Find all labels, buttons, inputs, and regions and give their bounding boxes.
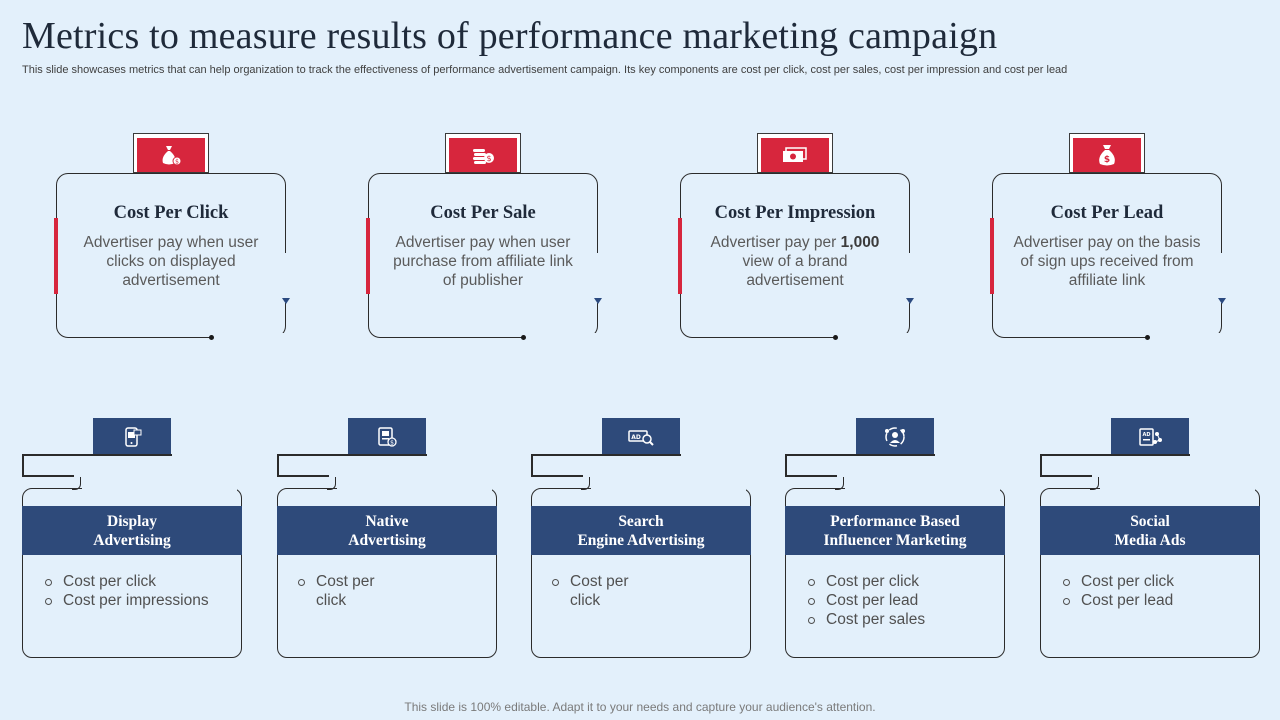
svg-text:AD: AD [1142,432,1150,438]
svg-text:$: $ [486,154,491,163]
svg-text:$: $ [390,439,394,446]
channel-title: Native Advertising [277,506,497,555]
connector-dot [209,335,214,340]
metric-description: Advertiser pay per 1,000 view of a brand… [710,234,880,289]
channel-metrics-list: Cost per click Cost per impressions [44,572,240,610]
metric-description: Advertiser pay on the basis of sign ups … [1013,234,1201,289]
footer-note: This slide is 100% editable. Adapt it to… [404,700,876,714]
list-item: Cost per impressions [44,591,240,610]
channel-metrics-list: Cost per click Cost per lead [1062,572,1258,610]
list-item: Cost per lead [807,591,1003,610]
metric-title: Cost Per Impression [714,203,876,223]
svg-text:$: $ [175,159,179,166]
connector-dot [521,335,526,340]
metric-card-cost-per-impression: Cost Per Impression Advertiser pay per 1… [678,133,916,343]
money-bag-icon: $ [162,146,182,166]
banknotes-icon [783,147,807,162]
page-subtitle: This slide showcases metrics that can he… [22,64,1068,76]
search-ad-icon: AD [628,429,654,446]
metric-title: Cost Per Lead [1050,203,1164,223]
channel-metrics-list: Cost per click Cost per lead Cost per sa… [807,572,1003,629]
metric-description: Advertiser pay when user purchase from a… [393,234,573,289]
arrow-down-icon [906,298,914,304]
metric-card-cost-per-lead: $ Cost Per Lead Advertiser pay on the ba… [990,133,1228,343]
influencer-icon [885,426,905,447]
list-item: Cost per click [551,572,630,610]
dollar-bag-icon: $ [1099,145,1115,166]
svg-text:AD: AD [631,434,641,441]
social-media-icon: AD [1139,427,1162,446]
svg-text:$: $ [1104,155,1110,165]
metric-card-cost-per-click: $ Cost Per Click Advertiser pay when use… [54,133,292,343]
list-item: Cost per click [297,572,376,610]
page-title: Metrics to measure results of performanc… [22,15,998,57]
channel-card-display-advertising: Display Advertising Cost per click Cost p… [22,418,244,660]
metric-description: Advertiser pay when user clicks on displ… [83,234,259,289]
metric-title: Cost Per Click [113,203,229,223]
coins-stack-icon: $ [473,149,494,164]
channel-title: Social Media Ads [1040,506,1260,555]
channel-card-search-engine-advertising: AD Search Engine Advertising Cost per cli… [531,418,753,660]
arrow-down-icon [1218,298,1226,304]
channel-title: Performance Based Influencer Marketing [785,506,1005,555]
metric-card-cost-per-sale: $ Cost Per Sale Advertiser pay when user… [366,133,604,343]
mobile-ad-icon [125,426,142,447]
list-item: Cost per click [1062,572,1258,591]
list-item: Cost per click [807,572,1003,591]
channel-card-social-media-ads: AD Social Media Ads Cost per click Cost p… [1040,418,1262,660]
arrow-down-icon [282,298,290,304]
channel-title: Display Advertising [22,506,242,555]
list-item: Cost per click [44,572,240,591]
channel-metrics-list: Cost per click [297,572,493,610]
channel-card-influencer-marketing: Performance Based Influencer Marketing Co… [785,418,1007,660]
arrow-down-icon [594,298,602,304]
channel-metrics-list: Cost per click [551,572,747,610]
list-item: Cost per lead [1062,591,1258,610]
connector-dot [833,335,838,340]
metric-title: Cost Per Sale [430,203,536,223]
list-item: Cost per sales [807,610,1003,629]
channel-title: Search Engine Advertising [531,506,751,555]
connector-dot [1145,335,1150,340]
native-ad-icon: $ [378,426,397,447]
channel-card-native-advertising: $ Native Advertising Cost per click [277,418,499,660]
